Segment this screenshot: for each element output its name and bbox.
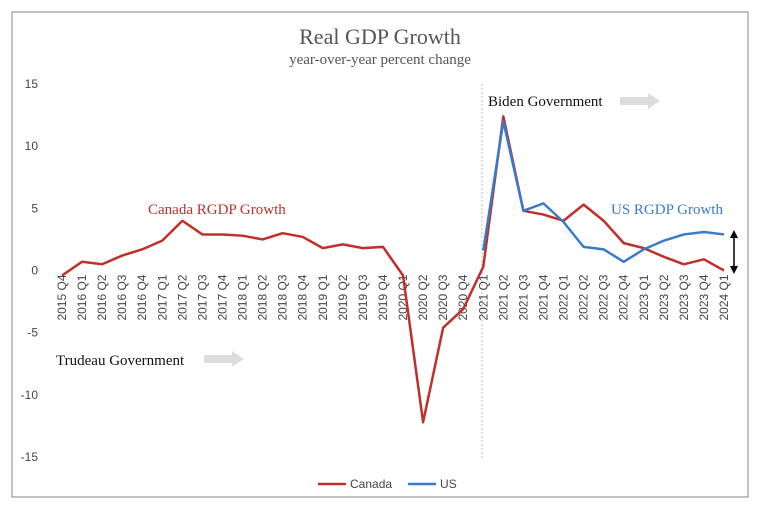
x-tick-label: 2015 Q4 [55, 274, 69, 320]
series-line [61, 115, 725, 424]
x-tick-label: 2022 Q3 [597, 274, 611, 320]
x-tick-label: 2021 Q3 [516, 274, 530, 320]
x-tick-label: 2020 Q4 [456, 274, 470, 320]
x-tick-label: 2019 Q1 [316, 274, 330, 320]
y-tick-label: -5 [27, 326, 38, 340]
series-line [482, 120, 725, 264]
x-tick-label: 2018 Q4 [296, 274, 310, 320]
x-tick-label: 2017 Q4 [215, 274, 229, 320]
x-tick-label: 2023 Q3 [677, 274, 691, 320]
y-tick-label: 0 [31, 264, 38, 278]
x-tick-label: 2018 Q2 [256, 274, 270, 320]
x-tick-label: 2017 Q3 [195, 274, 209, 320]
y-tick-label: -15 [21, 450, 39, 464]
arrow [620, 93, 660, 109]
x-tick-label: 2018 Q3 [276, 274, 290, 320]
x-tick-label: 2024 Q1 [717, 274, 731, 320]
x-tick-label: 2018 Q1 [236, 274, 250, 320]
x-tick-label: 2023 Q4 [697, 274, 711, 320]
x-tick-label: 2022 Q4 [617, 274, 631, 320]
arrow-head [730, 230, 738, 238]
x-tick-label: 2021 Q4 [536, 274, 550, 320]
y-tick-label: 15 [25, 77, 39, 91]
x-tick-label: 2019 Q4 [376, 274, 390, 320]
x-tick-label: 2019 Q3 [356, 274, 370, 320]
x-tick-label: 2016 Q3 [115, 274, 129, 320]
x-tick-label: 2019 Q2 [336, 274, 350, 320]
chart-border [11, 11, 749, 498]
x-tick-label: 2022 Q2 [577, 274, 591, 320]
legend-label: US [440, 477, 457, 491]
legend-label: Canada [350, 477, 392, 491]
x-tick-label: 2023 Q2 [657, 274, 671, 320]
annotation: Biden Government [488, 94, 603, 110]
chart-title: Real GDP Growth [299, 24, 461, 49]
x-tick-label: 2020 Q3 [436, 274, 450, 320]
annotation: Canada RGDP Growth [148, 202, 286, 218]
x-tick-label: 2016 Q4 [135, 274, 149, 320]
x-tick-label: 2022 Q1 [557, 274, 571, 320]
chart-subtitle: year-over-year percent change [289, 52, 471, 68]
x-tick-label: 2021 Q1 [476, 274, 490, 320]
x-tick-label: 2016 Q2 [95, 274, 109, 320]
y-tick-label: 10 [25, 139, 39, 153]
annotation: Trudeau Government [56, 353, 185, 369]
y-tick-label: -10 [21, 388, 39, 402]
arrow-head [730, 266, 738, 274]
x-tick-label: 2020 Q2 [416, 274, 430, 320]
x-tick-label: 2023 Q1 [637, 274, 651, 320]
arrow [204, 351, 244, 367]
x-tick-label: 2017 Q2 [175, 274, 189, 320]
annotation: US RGDP Growth [611, 202, 723, 218]
x-tick-label: 2016 Q1 [75, 274, 89, 320]
x-tick-label: 2017 Q1 [155, 274, 169, 320]
y-tick-label: 5 [31, 201, 38, 215]
x-tick-label: 2021 Q2 [496, 274, 510, 320]
